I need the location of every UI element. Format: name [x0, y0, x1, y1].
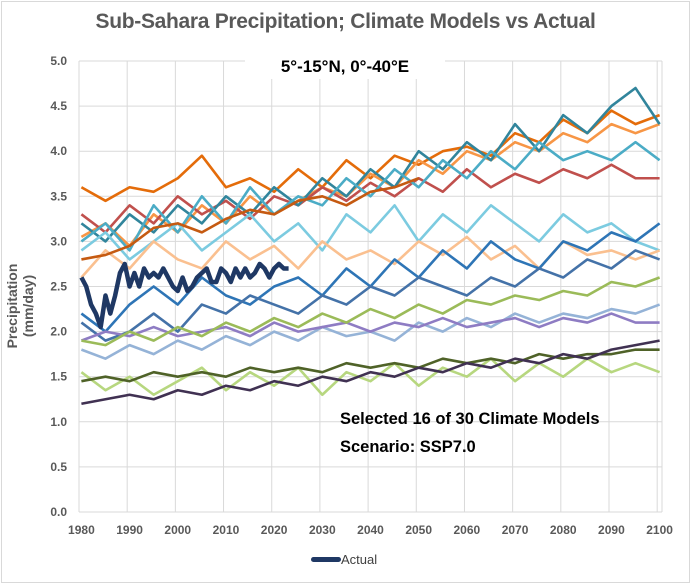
- x-tick-label: 1990: [116, 523, 143, 537]
- y-tick-label: 1.0: [50, 415, 67, 429]
- x-tick-label: 2090: [598, 523, 625, 537]
- series-line-model-15: [81, 348, 660, 383]
- series-line-model-13: [81, 276, 661, 347]
- legend-swatch-actual: [311, 557, 341, 562]
- y-tick-label: 5.0: [50, 54, 67, 68]
- series-line-model-4: [80, 86, 661, 243]
- x-tick-label: 2030: [309, 523, 336, 537]
- series-line-model-14: [80, 357, 661, 397]
- chart-title: Sub-Sahara Precipitation; Climate Models…: [95, 10, 596, 33]
- series-line-model-3: [80, 163, 660, 234]
- x-tick-label: 2000: [164, 523, 191, 537]
- x-tick-label: 2060: [454, 523, 481, 537]
- y-tick-label: 2.0: [50, 325, 67, 339]
- x-tick-label: 2020: [261, 523, 288, 537]
- series-line-model-10: [80, 249, 661, 342]
- x-tick-label: 2070: [502, 523, 529, 537]
- legend-label-actual: Actual: [341, 552, 378, 567]
- y-axis-label: Precipitation (mm/day): [4, 263, 36, 349]
- annotation-scenario: Scenario: SSP7.0: [340, 438, 476, 456]
- x-tick-label: 2010: [213, 523, 240, 537]
- series-line-model-1: [80, 109, 661, 203]
- y-tick-label: 2.5: [50, 280, 67, 294]
- y-tick-label: 0.5: [50, 460, 67, 474]
- y-tick-label: 1.5: [50, 370, 67, 384]
- series-line-actual: [79, 261, 289, 330]
- y-tick-label: 3.5: [50, 189, 67, 203]
- series-line-model-5: [80, 140, 661, 252]
- x-tick-label: 2080: [550, 523, 577, 537]
- x-tick-label: 1980: [68, 523, 95, 537]
- series-line-model-8: [81, 177, 420, 261]
- annotation-models: Selected 16 of 30 Climate Models: [340, 410, 600, 428]
- y-tick-label: 0.0: [50, 505, 67, 519]
- x-tick-label: 2050: [405, 523, 432, 537]
- chart-subtitle: 5°-15°N, 0°-40°E: [245, 55, 445, 79]
- x-tick-label: 2100: [646, 523, 673, 537]
- x-tick-label: 2040: [357, 523, 384, 537]
- legend: Actual: [311, 552, 377, 567]
- y-tick-label: 4.5: [50, 99, 67, 113]
- series-line-model-12: [80, 312, 660, 342]
- y-tick-label: 4.0: [50, 144, 67, 158]
- series-line-model-16: [81, 339, 660, 406]
- y-tick-label: 3.0: [50, 234, 67, 248]
